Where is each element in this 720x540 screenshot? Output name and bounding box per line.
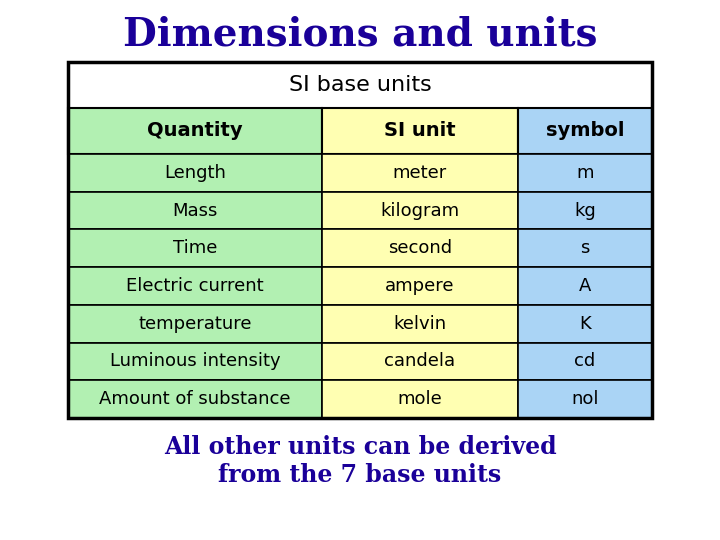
Text: kg: kg [574, 201, 595, 220]
Bar [322, 192, 518, 230]
Text: Amount of substance: Amount of substance [99, 390, 291, 408]
Text: SI unit: SI unit [384, 122, 456, 140]
Bar [518, 380, 652, 418]
Text: All other units can be derived: All other units can be derived [163, 435, 557, 459]
Text: Length: Length [164, 164, 226, 182]
Text: temperature: temperature [138, 315, 252, 333]
Bar [518, 267, 652, 305]
Bar [322, 267, 518, 305]
Bar [322, 154, 518, 192]
Text: m: m [576, 164, 593, 182]
Bar [322, 380, 518, 418]
Text: A: A [579, 277, 591, 295]
Bar [518, 108, 652, 154]
Bar [68, 108, 322, 154]
Bar [322, 108, 518, 154]
Text: symbol: symbol [546, 122, 624, 140]
Bar [518, 342, 652, 380]
Text: candela: candela [384, 353, 456, 370]
Bar [518, 192, 652, 230]
Bar [68, 62, 652, 108]
Bar [68, 192, 322, 230]
Text: from the 7 base units: from the 7 base units [218, 463, 502, 487]
Bar [322, 305, 518, 342]
Bar [68, 305, 322, 342]
Text: SI base units: SI base units [289, 75, 431, 95]
Text: Electric current: Electric current [126, 277, 264, 295]
Bar [68, 342, 322, 380]
Bar [68, 267, 322, 305]
Text: Luminous intensity: Luminous intensity [109, 353, 280, 370]
Text: s: s [580, 239, 590, 257]
Bar [518, 305, 652, 342]
Text: meter: meter [392, 164, 447, 182]
Bar [518, 154, 652, 192]
Text: Time: Time [173, 239, 217, 257]
Bar [68, 154, 322, 192]
Bar [68, 230, 322, 267]
Text: Mass: Mass [172, 201, 217, 220]
Text: Quantity: Quantity [147, 122, 243, 140]
Text: Dimensions and units: Dimensions and units [122, 16, 598, 54]
Text: K: K [579, 315, 590, 333]
Text: second: second [388, 239, 452, 257]
Bar [322, 230, 518, 267]
Text: mole: mole [397, 390, 442, 408]
Bar [518, 230, 652, 267]
Text: nol: nol [571, 390, 598, 408]
Bar [68, 62, 652, 418]
Text: ampere: ampere [385, 277, 454, 295]
Bar [322, 342, 518, 380]
Text: cd: cd [575, 353, 595, 370]
Bar [68, 380, 322, 418]
Text: kelvin: kelvin [393, 315, 446, 333]
Text: kilogram: kilogram [380, 201, 459, 220]
